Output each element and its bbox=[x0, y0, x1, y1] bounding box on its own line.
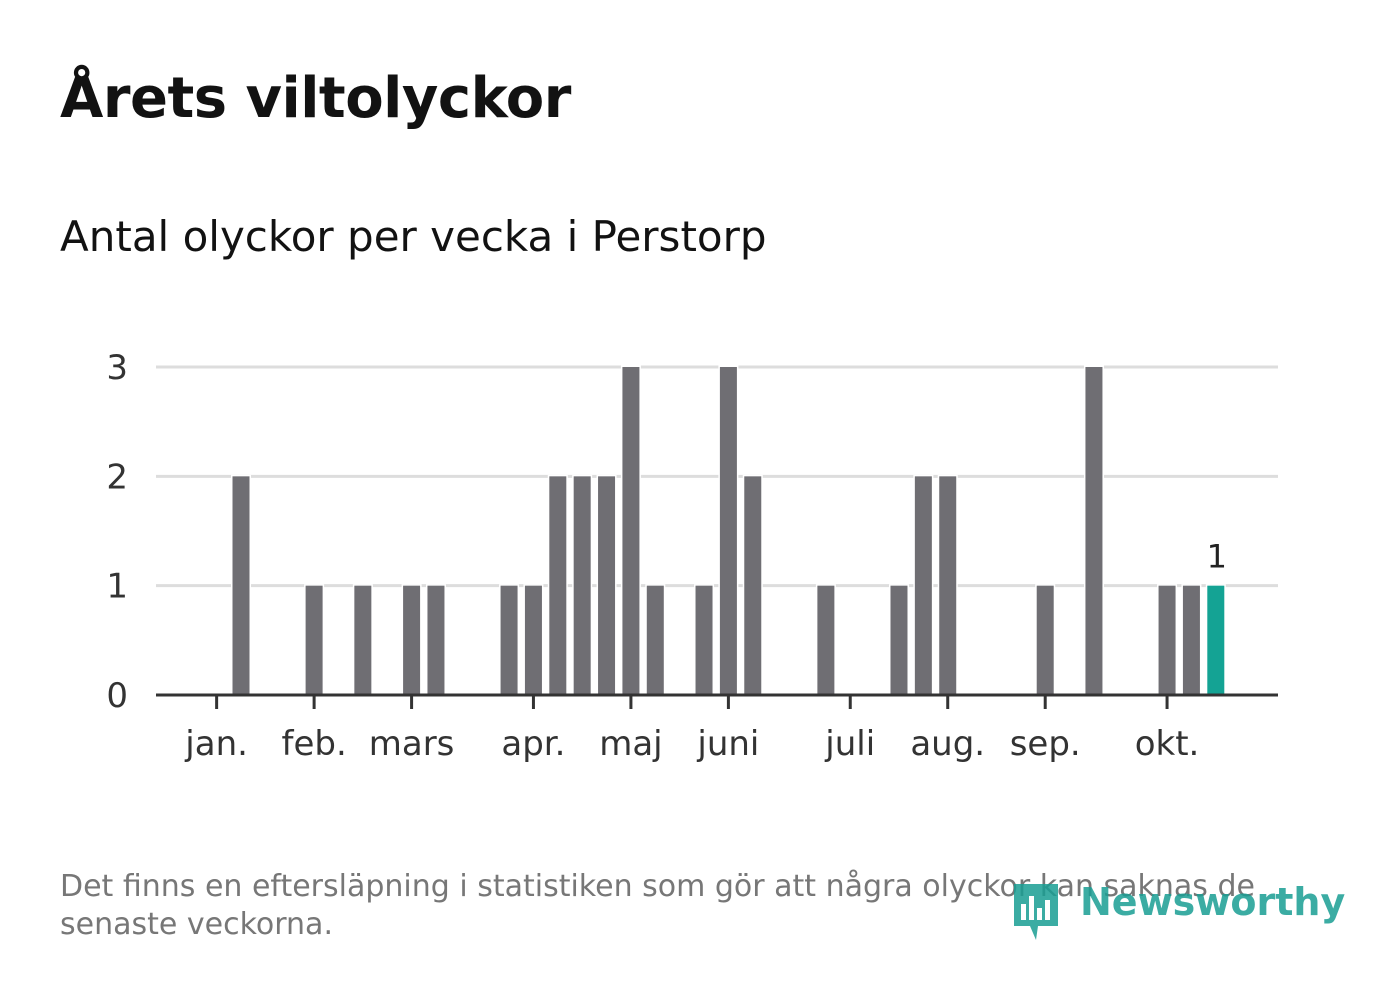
newsworthy-logo-icon bbox=[1014, 884, 1058, 940]
x-tick-label: okt. bbox=[1135, 724, 1200, 764]
bar bbox=[352, 584, 373, 697]
brand-name: Newsworthy bbox=[1080, 880, 1346, 924]
bar bbox=[401, 584, 422, 697]
bar bbox=[742, 474, 763, 697]
bar bbox=[694, 584, 715, 697]
bar bbox=[718, 365, 739, 697]
x-tick-label: aug. bbox=[910, 724, 985, 764]
bar bbox=[547, 474, 568, 697]
bar bbox=[425, 584, 446, 697]
bar bbox=[231, 474, 251, 697]
bar bbox=[499, 584, 520, 697]
bar bbox=[1181, 584, 1202, 697]
bar bbox=[888, 584, 909, 697]
x-tick-label: jan. bbox=[184, 724, 248, 764]
bar bbox=[645, 584, 666, 697]
y-tick-label: 3 bbox=[106, 348, 128, 388]
x-tick-label: juli bbox=[824, 724, 875, 764]
x-axis-ticks: jan. feb. mars apr. maj juni juli aug. sep. okt. bbox=[184, 695, 1199, 764]
bar bbox=[1083, 365, 1104, 697]
brand-logo: Newsworthy bbox=[1010, 874, 1345, 944]
x-tick-label: maj bbox=[599, 724, 662, 764]
y-tick-label: 1 bbox=[106, 567, 128, 607]
x-tick-label: apr. bbox=[501, 724, 565, 764]
chart-title: Årets viltolyckor bbox=[60, 66, 571, 131]
bar bbox=[1157, 584, 1178, 697]
data-label-latest: 1 bbox=[1207, 538, 1227, 576]
bar bbox=[937, 474, 958, 697]
bar bbox=[913, 474, 934, 697]
bar bbox=[572, 474, 593, 697]
bar bbox=[596, 474, 617, 697]
bar bbox=[815, 584, 836, 697]
bars bbox=[231, 365, 1226, 697]
gridlines bbox=[156, 365, 1278, 588]
x-tick-label: feb. bbox=[281, 724, 346, 764]
chart-subtitle: Antal olyckor per vecka i Perstorp bbox=[60, 212, 767, 261]
y-tick-label: 2 bbox=[106, 457, 128, 497]
bar-highlight bbox=[1205, 584, 1226, 697]
data-labels: 1 bbox=[1207, 538, 1227, 576]
x-tick-label: juni bbox=[696, 724, 759, 764]
x-tick-label: mars bbox=[369, 724, 455, 764]
bar bbox=[523, 584, 544, 697]
x-tick-label: sep. bbox=[1010, 724, 1081, 764]
y-axis-ticks: 0 1 2 3 bbox=[106, 348, 128, 716]
bar bbox=[304, 584, 325, 697]
bar bbox=[620, 365, 641, 697]
y-tick-label: 0 bbox=[106, 676, 128, 716]
bar bbox=[1035, 584, 1056, 697]
